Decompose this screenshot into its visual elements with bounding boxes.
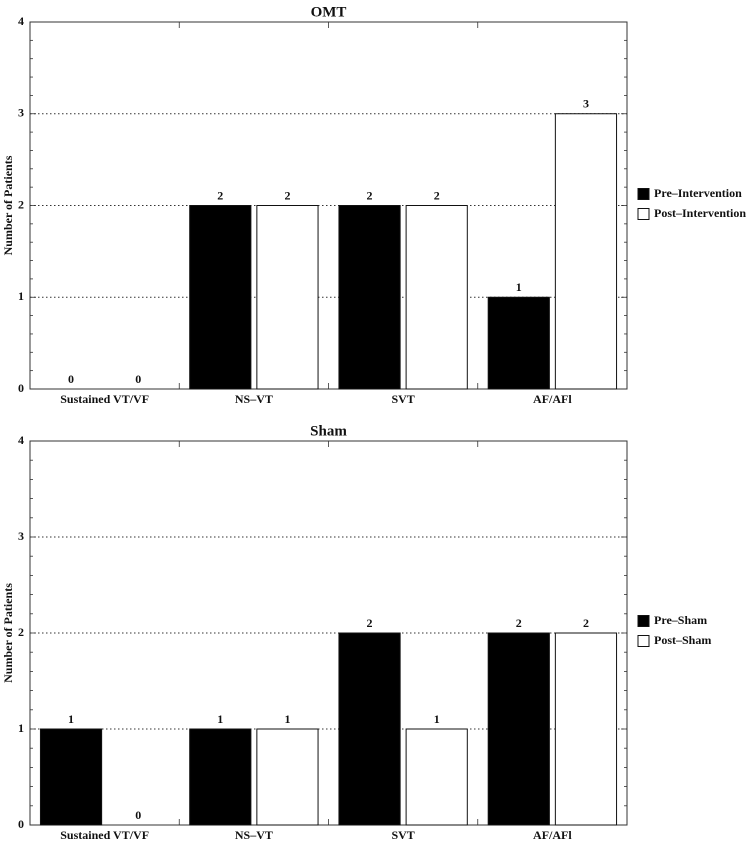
bar-value-label: 1 bbox=[516, 280, 522, 294]
y-tick-label: 2 bbox=[18, 625, 24, 639]
y-tick-label: 2 bbox=[18, 197, 24, 211]
y-tick-label: 3 bbox=[18, 529, 24, 543]
legend-swatch bbox=[637, 188, 650, 200]
y-axis-title: Number of Patients bbox=[1, 155, 15, 255]
x-tick-label: NS–VT bbox=[235, 392, 273, 406]
bar-value-label: 0 bbox=[135, 372, 141, 386]
bar bbox=[338, 632, 401, 826]
bar bbox=[487, 632, 550, 826]
y-tick-label: 4 bbox=[18, 14, 24, 28]
bar-value-label: 2 bbox=[367, 616, 373, 630]
y-tick-label: 0 bbox=[18, 817, 24, 831]
chart-title: Sham bbox=[310, 423, 347, 439]
x-tick-label: NS–VT bbox=[235, 828, 273, 842]
x-tick-label: SVT bbox=[391, 828, 414, 842]
bar bbox=[256, 728, 319, 826]
bar-value-label: 3 bbox=[583, 97, 589, 111]
legend-swatch bbox=[637, 208, 650, 220]
bar-value-label: 1 bbox=[434, 712, 440, 726]
legend-label: Pre–Intervention bbox=[654, 186, 742, 200]
bar bbox=[189, 205, 252, 390]
bar-value-label: 2 bbox=[583, 616, 589, 630]
x-tick-label: AF/AFl bbox=[533, 828, 572, 842]
legend-swatch bbox=[637, 635, 650, 647]
legend-label: Post–Sham bbox=[654, 633, 711, 647]
legend-label: Pre–Sham bbox=[654, 613, 707, 627]
y-tick-label: 4 bbox=[18, 433, 24, 447]
bar bbox=[487, 296, 550, 390]
bar-value-label: 1 bbox=[284, 712, 290, 726]
bar-value-label: 0 bbox=[68, 372, 74, 386]
bar-value-label: 2 bbox=[367, 188, 373, 202]
bar-value-label: 0 bbox=[135, 808, 141, 822]
y-tick-label: 3 bbox=[18, 106, 24, 120]
bar-value-label: 2 bbox=[217, 188, 223, 202]
bar bbox=[554, 632, 618, 826]
x-tick-label: AF/AFl bbox=[533, 392, 572, 406]
bar-value-label: 1 bbox=[68, 712, 74, 726]
bar-value-label: 2 bbox=[516, 616, 522, 630]
x-tick-label: Sustained VT/VF bbox=[60, 392, 149, 406]
legend-swatch bbox=[637, 615, 650, 627]
bar bbox=[189, 728, 252, 826]
bar bbox=[405, 205, 468, 390]
y-tick-label: 1 bbox=[18, 721, 24, 735]
bar-value-label: 2 bbox=[284, 188, 290, 202]
bar bbox=[256, 205, 319, 390]
x-tick-label: Sustained VT/VF bbox=[60, 828, 149, 842]
bar bbox=[338, 205, 401, 390]
bar-value-label: 1 bbox=[217, 712, 223, 726]
y-tick-label: 1 bbox=[18, 289, 24, 303]
y-tick-label: 0 bbox=[18, 381, 24, 395]
chart-panel-2: Sham 0 1 2 3 4 Number of Patients 1 0 Sustained V… bbox=[1, 423, 712, 841]
legend-label: Post–Intervention bbox=[654, 206, 746, 220]
bar-value-label: 2 bbox=[434, 188, 440, 202]
bar bbox=[405, 728, 468, 826]
chart-panel-1: OMT 0 1 2 3 4 Number of Patients 0 0 Sustained VT… bbox=[1, 4, 747, 405]
chart-title: OMT bbox=[311, 4, 347, 20]
bar bbox=[554, 113, 618, 390]
bar bbox=[39, 728, 103, 826]
x-tick-label: SVT bbox=[391, 392, 414, 406]
y-axis-title: Number of Patients bbox=[1, 583, 15, 683]
